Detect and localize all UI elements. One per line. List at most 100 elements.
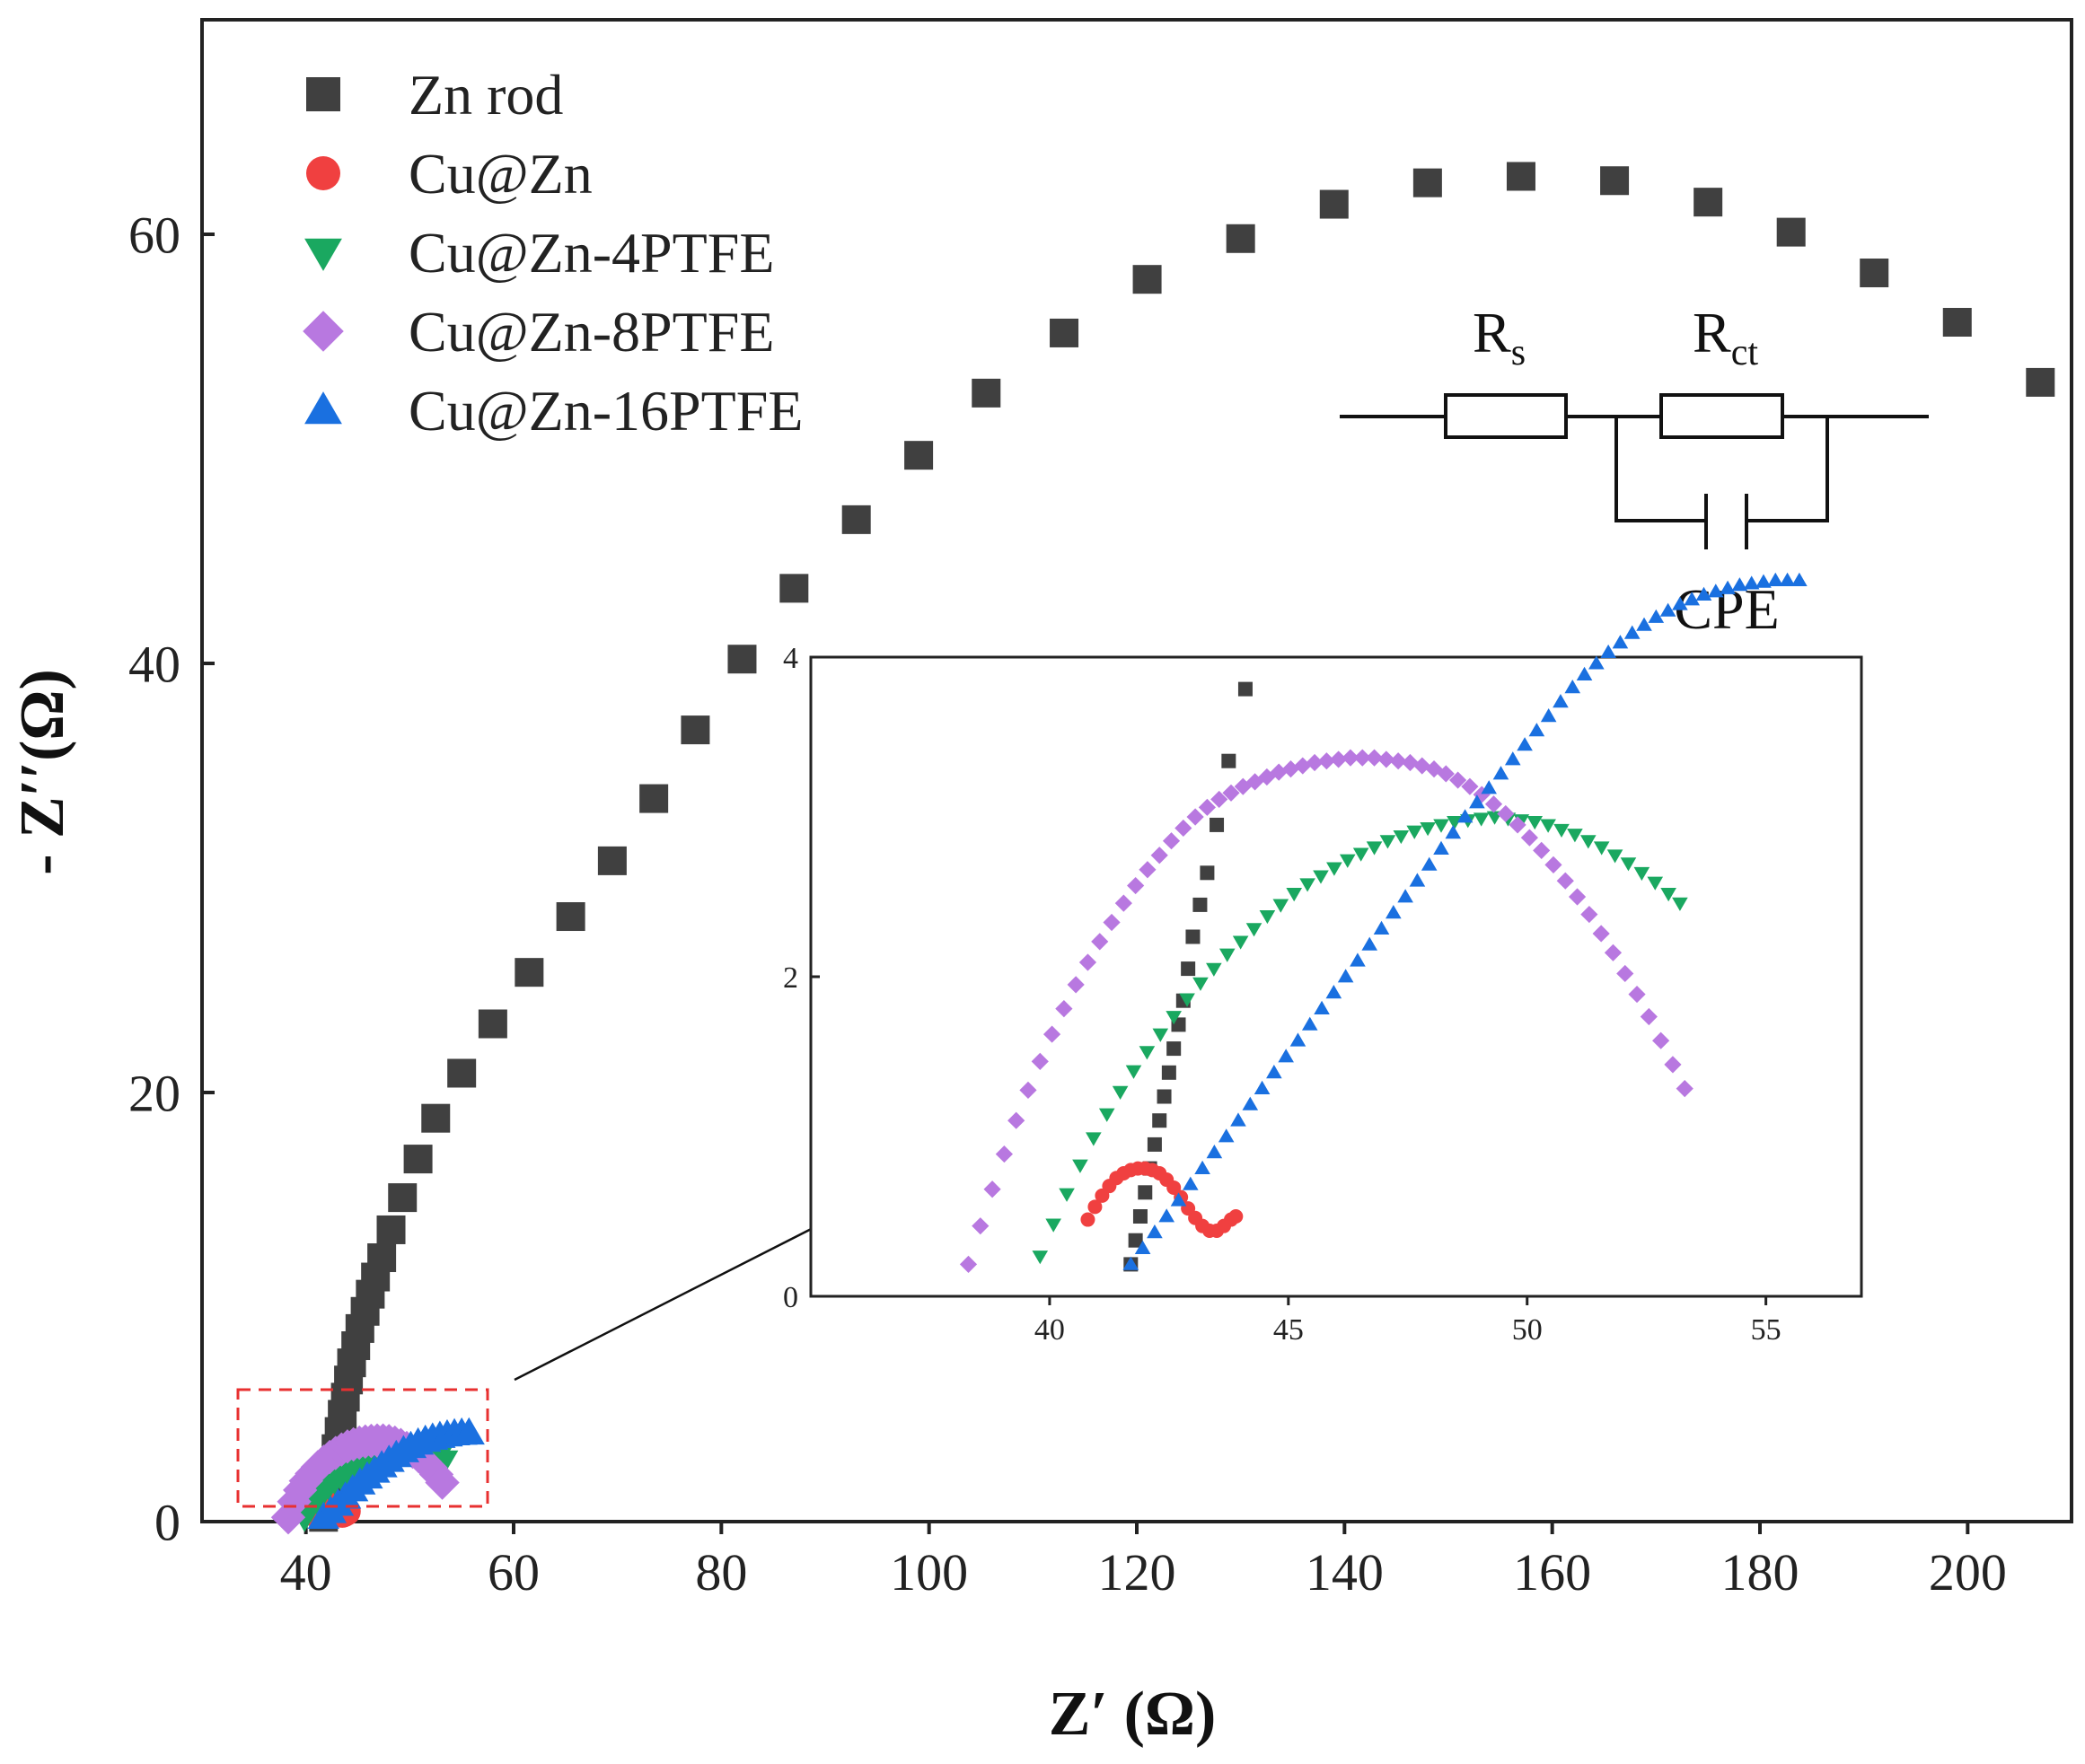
main-x-tick-label: 100	[890, 1543, 968, 1602]
inset-point-cu-zn-16ptfe	[1564, 680, 1581, 694]
inset-point-cu-zn-16ptfe	[1481, 780, 1497, 794]
inset-point-cu-zn-8ptfe	[995, 1145, 1013, 1163]
main-point-zn-rod	[972, 378, 1001, 408]
inset-point-cu-zn-8ptfe	[1389, 752, 1407, 770]
main-x-tick-label: 180	[1721, 1543, 1799, 1602]
inset-point-cu-zn-16ptfe	[1755, 574, 1772, 588]
inset-point-cu-zn-16ptfe	[1206, 1145, 1223, 1159]
inset-point-cu-zn-16ptfe	[1433, 840, 1449, 855]
rs-resistor	[1444, 393, 1568, 439]
inset-point-cu-zn-8ptfe	[1330, 750, 1348, 768]
inset-point-cu-zn-16ptfe	[1743, 575, 1760, 590]
inset-point-cu-zn-16ptfe	[1528, 723, 1545, 737]
main-point-zn-rod	[478, 1009, 507, 1039]
inset-point-cu-zn-8ptfe	[1186, 808, 1204, 826]
main-point-zn-rod	[421, 1103, 451, 1133]
inset-point-cu-zn-8ptfe	[1281, 760, 1300, 778]
inset-point-cu-zn-4ptfe	[1299, 878, 1315, 892]
inset-point-cu-zn-16ptfe	[1659, 602, 1676, 617]
inset-point-cu-zn-8ptfe	[1556, 872, 1574, 890]
inset-point-cu-zn-4ptfe	[1232, 935, 1249, 950]
legend-marker-cu-zn	[306, 156, 340, 190]
inset-point-cu-zn-4ptfe	[1379, 835, 1396, 849]
inset-point-cu-zn-4ptfe	[1272, 899, 1289, 913]
main-series-zn-rod	[309, 162, 2055, 1532]
inset-point-cu-zn-4ptfe	[1125, 1065, 1142, 1079]
main-point-zn-rod	[1860, 259, 1889, 288]
inset-point-cu-zn	[1080, 1212, 1095, 1227]
x-axis-label: Z′ (Ω)	[1049, 1680, 1217, 1749]
legend-marker-cu-zn-8ptfe	[303, 311, 344, 352]
inset-point-cu-zn-4ptfe	[1672, 897, 1688, 911]
main-point-zn-rod	[403, 1145, 433, 1174]
inset-point-zn-rod	[1166, 1041, 1182, 1057]
inset-point-cu-zn-8ptfe	[983, 1180, 1001, 1198]
inset-point-cu-zn-16ptfe	[1672, 596, 1688, 610]
inset-point-cu-zn-4ptfe	[1526, 815, 1544, 830]
inset-point-cu-zn-8ptfe	[1342, 749, 1359, 767]
inset-point-zn-rod	[1152, 1113, 1167, 1128]
main-point-zn-rod	[1942, 307, 1972, 337]
inset-point-zn-rod	[1157, 1089, 1172, 1104]
main-point-zn-rod	[1132, 265, 1162, 294]
inset-point-cu-zn-4ptfe	[1447, 815, 1463, 830]
inset-point-cu-zn-8ptfe	[1533, 841, 1551, 859]
legend-label-cu-zn-4ptfe: Cu@Zn-4PTFE	[409, 221, 774, 285]
inset-point-cu-zn-16ptfe	[1122, 1256, 1139, 1270]
inset-point-cu-zn-4ptfe	[1660, 888, 1676, 902]
inset-point-cu-zn-4ptfe	[1366, 841, 1383, 856]
inset-point-zn-rod	[1221, 753, 1236, 768]
main-x-tick-label: 160	[1513, 1543, 1591, 1602]
inset-point-cu-zn-16ptfe	[1456, 809, 1474, 823]
rs-label: Rs	[1473, 301, 1526, 373]
inset-point-cu-zn-16ptfe	[1684, 592, 1701, 606]
inset-point-cu-zn-8ptfe	[1270, 763, 1288, 781]
main-x-tick-label: 80	[695, 1543, 747, 1602]
inset-point-cu-zn-8ptfe	[1114, 894, 1132, 912]
inset-point-cu-zn-8ptfe	[1162, 832, 1181, 850]
inset-point-cu-zn-16ptfe	[1337, 969, 1354, 983]
inset-point-cu-zn-4ptfe	[1192, 977, 1209, 991]
inset-point-cu-zn-4ptfe	[1072, 1159, 1088, 1173]
inset-point-cu-zn-16ptfe	[1445, 825, 1462, 839]
inset-point-cu-zn-16ptfe	[1612, 635, 1629, 649]
inset-point-cu-zn-16ptfe	[1588, 655, 1605, 670]
inset-y-tick-label: 2	[783, 961, 798, 995]
inset-point-cu-zn-4ptfe	[1032, 1251, 1049, 1265]
inset-point-cu-zn-4ptfe	[1259, 909, 1276, 925]
inset-point-cu-zn-8ptfe	[1497, 804, 1515, 823]
inset-point-cu-zn-8ptfe	[1091, 933, 1109, 951]
inset-point-cu-zn-8ptfe	[972, 1217, 990, 1235]
inset-point-cu-zn-16ptfe	[1350, 952, 1366, 967]
inset-series-cu-zn-16ptfe	[1122, 572, 1808, 1270]
legend-label-zn-rod: Zn rod	[409, 63, 563, 127]
inset-point-cu-zn-8ptfe	[1509, 816, 1526, 834]
inset-point-cu-zn-8ptfe	[1294, 757, 1312, 775]
inset-point-cu-zn-4ptfe	[1540, 819, 1556, 833]
inset-point-cu-zn-8ptfe	[1198, 798, 1217, 816]
main-point-cu-zn-16ptfe	[453, 1417, 485, 1445]
inset-plot-frame	[809, 655, 1863, 1298]
inset-point-cu-zn-8ptfe	[1042, 1025, 1061, 1043]
inset-point-cu-zn-16ptfe	[1504, 751, 1521, 766]
inset-point-cu-zn-8ptfe	[1676, 1080, 1694, 1098]
main-x-tick-label: 120	[1098, 1543, 1176, 1602]
inset-point-cu-zn-16ptfe	[1278, 1049, 1294, 1063]
inset-point-cu-zn-8ptfe	[1413, 757, 1431, 775]
legend-label-cu-zn-16ptfe: Cu@Zn-16PTFE	[409, 379, 803, 443]
main-point-zn-rod	[727, 645, 757, 674]
main-y-tick-label: 60	[128, 206, 180, 264]
inset-point-cu-zn-4ptfe	[1553, 823, 1570, 838]
inset-point-cu-zn-16ptfe	[1254, 1080, 1271, 1094]
main-point-zn-rod	[1506, 162, 1535, 191]
inset-point-cu-zn-4ptfe	[1593, 841, 1610, 856]
inset-point-zn-rod	[1210, 817, 1225, 832]
inset-point-zn-rod	[1128, 1233, 1143, 1248]
inset-point-cu-zn-16ptfe	[1314, 1000, 1330, 1014]
inset-point-zn-rod	[1147, 1137, 1162, 1152]
inset-point-cu-zn-8ptfe	[1568, 888, 1587, 906]
inset-point-cu-zn-16ptfe	[1170, 1192, 1187, 1207]
inset-data-series	[959, 572, 1808, 1273]
inset-point-cu-zn-4ptfe	[1580, 835, 1597, 849]
